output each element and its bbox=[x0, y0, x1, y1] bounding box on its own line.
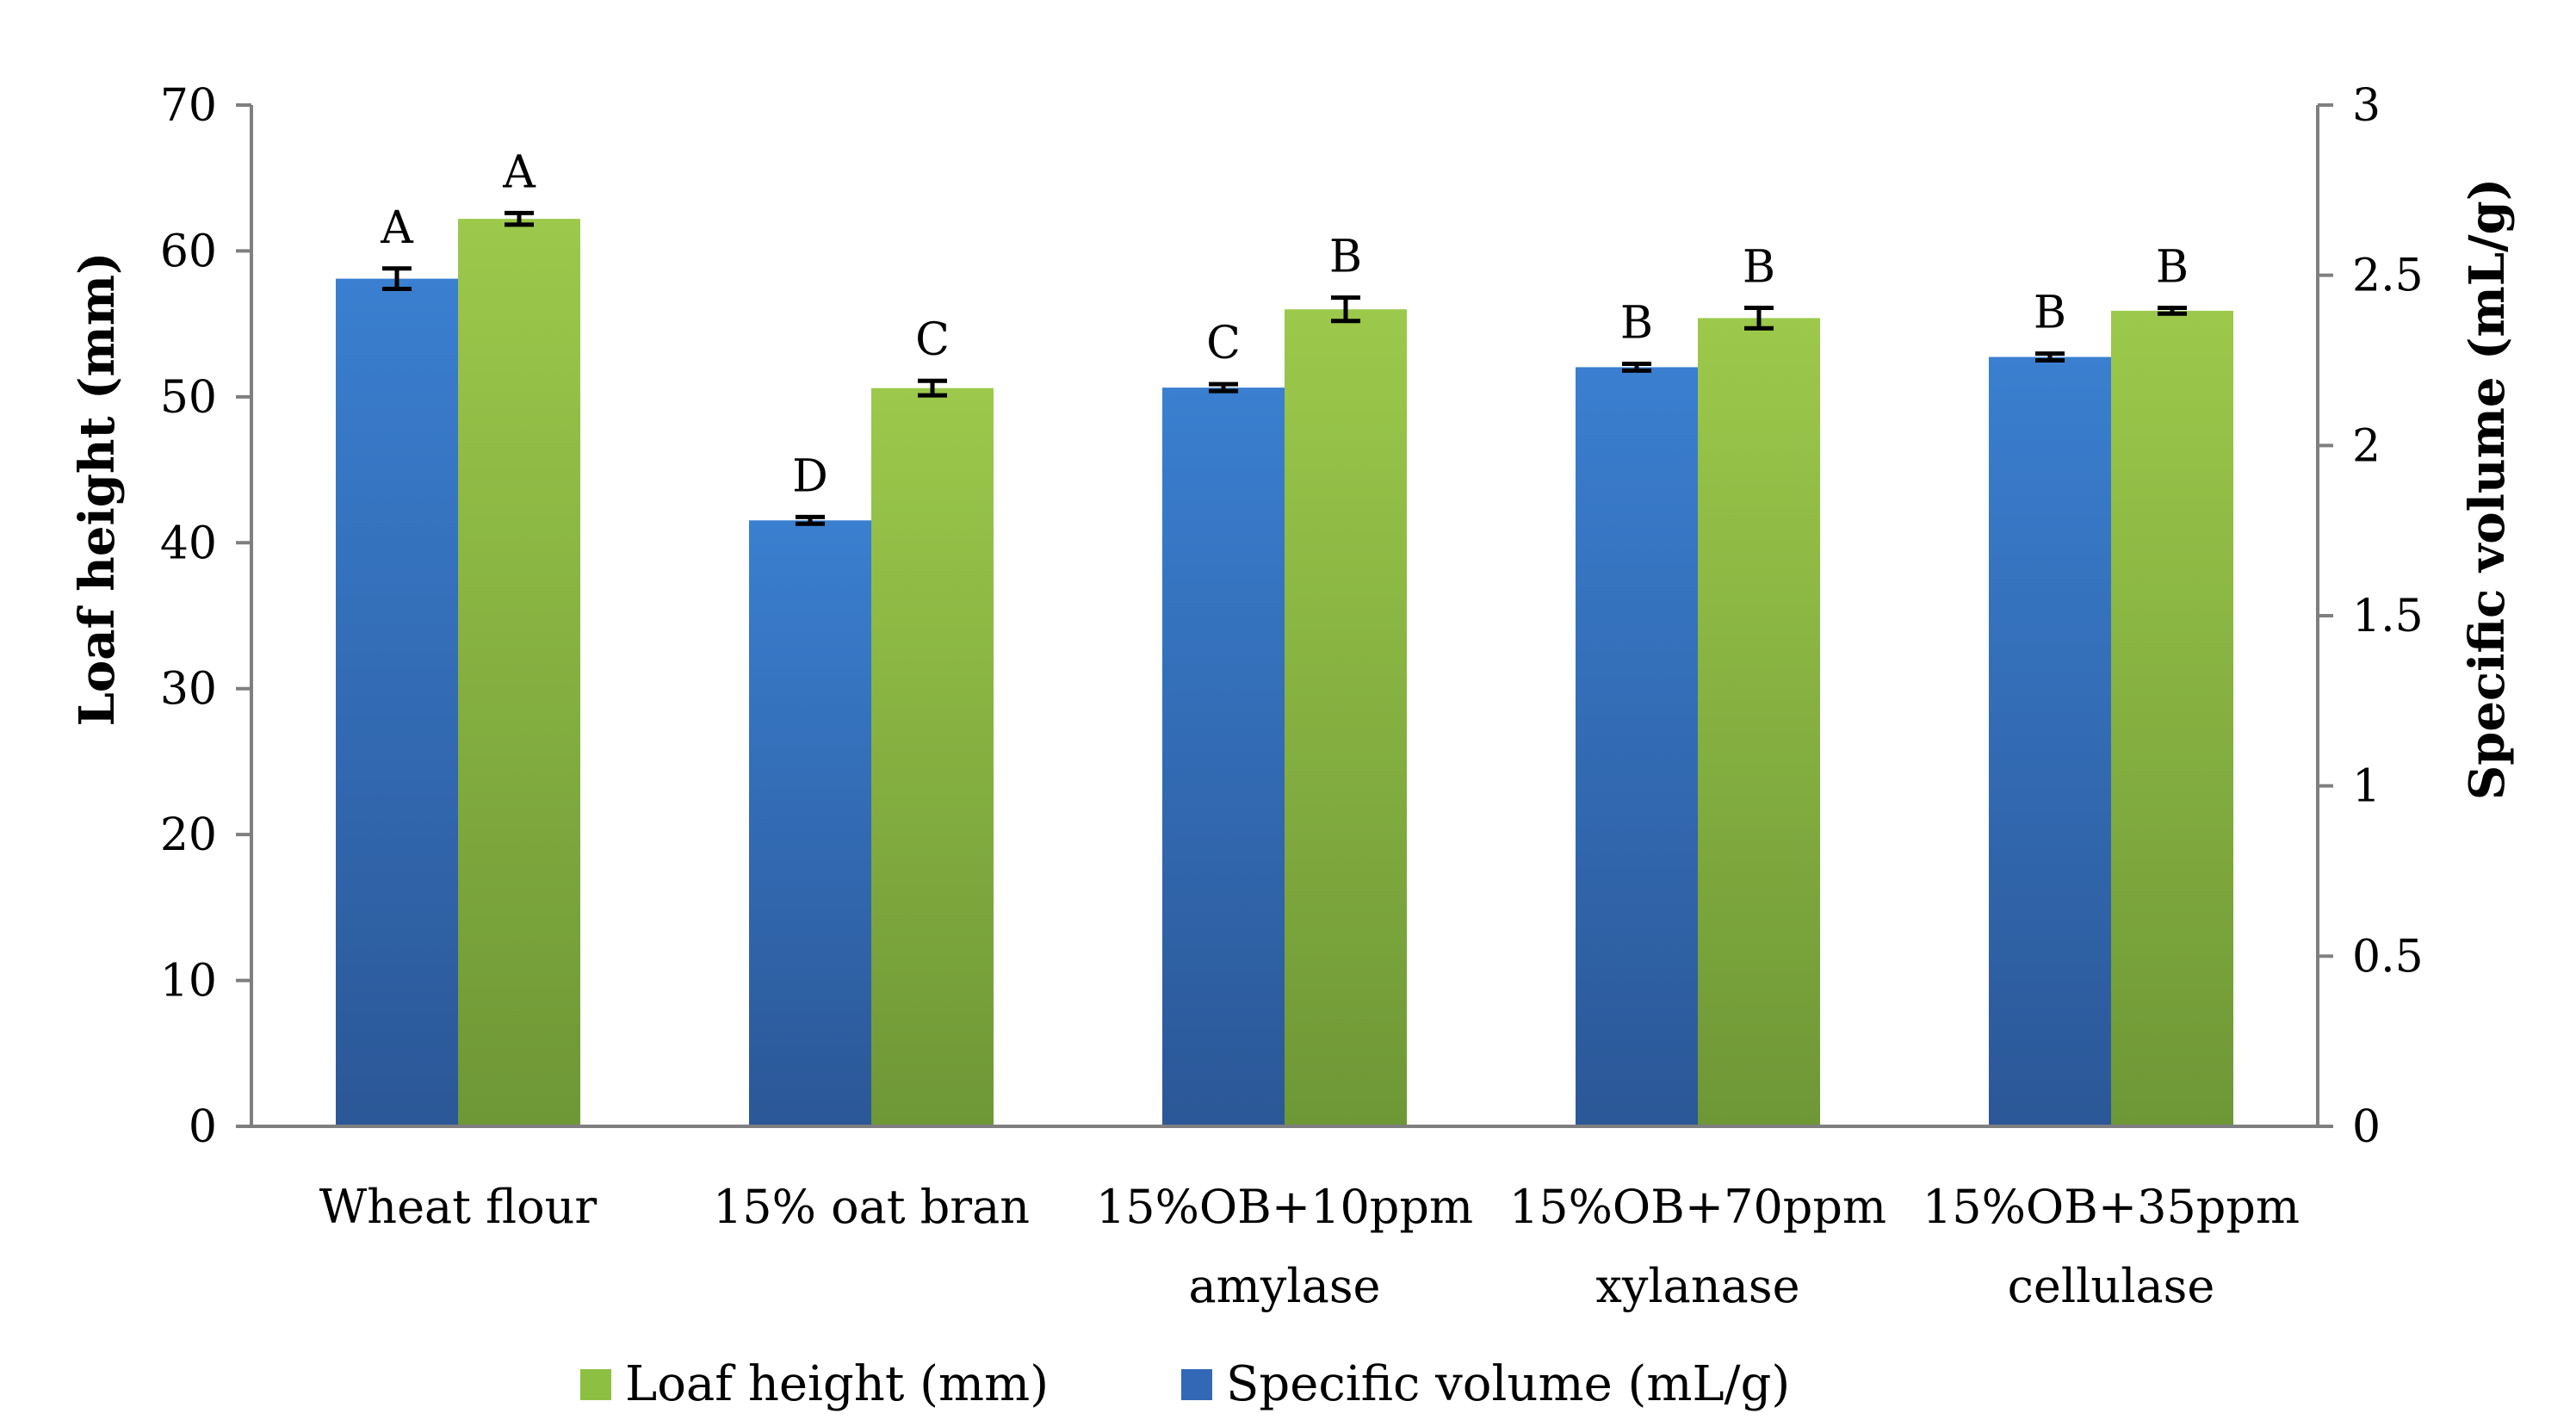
category-label-2-line-0: 15%OB+10ppm bbox=[1096, 1180, 1473, 1234]
y2-tick-label-2: 2 bbox=[2352, 420, 2381, 472]
significance-label-specific-volume-ml-g-3: B bbox=[1620, 297, 1653, 349]
significance-label-loaf-height-mm-4: B bbox=[2156, 242, 2189, 294]
significance-label-specific-volume-ml-g-2: C bbox=[1206, 318, 1241, 369]
category-label-1-line-0: 15% oat bran bbox=[713, 1180, 1030, 1234]
legend: Loaf height (mm) Specific volume (mL/g) bbox=[580, 1356, 1790, 1412]
y2-tick-label-3: 3 bbox=[2352, 80, 2381, 132]
bar-specific-volume-ml-g-3 bbox=[1576, 367, 1698, 1126]
category-labels-layer: Wheat flour 15% oat bran 15%OB+10ppm amylas… bbox=[319, 1180, 2300, 1313]
significance-label-specific-volume-ml-g-1: D bbox=[792, 450, 828, 502]
y2-tick-label-0: 0 bbox=[2352, 1101, 2381, 1153]
significance-label-loaf-height-mm-0: A bbox=[502, 146, 536, 198]
y-tick-label-10: 10 bbox=[160, 956, 217, 1008]
y-tick-label-50: 50 bbox=[160, 372, 217, 424]
category-label-4-line-1: cellulase bbox=[2008, 1259, 2215, 1313]
significance-label-specific-volume-ml-g-4: B bbox=[2034, 288, 2066, 339]
bar-specific-volume-ml-g-2 bbox=[1162, 388, 1285, 1126]
bars-layer bbox=[336, 219, 2233, 1127]
category-label-3-line-0: 15%OB+70ppm bbox=[1509, 1180, 1886, 1234]
y-tick-label-60: 60 bbox=[160, 226, 217, 277]
y2-tick-label-1-5: 1.5 bbox=[2352, 591, 2424, 642]
legend-swatch-specific-volume bbox=[1181, 1369, 1212, 1400]
y2-tick-label-2-5: 2.5 bbox=[2352, 251, 2424, 302]
y-tick-label-30: 30 bbox=[160, 664, 217, 716]
legend-label-specific-volume: Specific volume (mL/g) bbox=[1226, 1356, 1790, 1412]
y-axis-title: Loaf height (mm) bbox=[69, 252, 126, 727]
significance-label-loaf-height-mm-2: B bbox=[1329, 232, 1362, 283]
y2-tick-label-0-5: 0.5 bbox=[2352, 931, 2424, 983]
y2-tick-label-1: 1 bbox=[2352, 761, 2381, 813]
y-tick-label-20: 20 bbox=[160, 809, 217, 861]
axis-titles-layer: Loaf height (mm) Specific volume (mL/g) bbox=[69, 178, 2516, 800]
legend-swatch-loaf-height bbox=[580, 1369, 611, 1400]
bar-loaf-height-mm-4 bbox=[2111, 310, 2233, 1126]
bar-specific-volume-ml-g-1 bbox=[749, 520, 871, 1126]
error-bars-layer bbox=[382, 210, 2187, 526]
y-tick-label-70: 70 bbox=[160, 80, 217, 132]
bar-specific-volume-ml-g-0 bbox=[336, 278, 458, 1126]
tick-labels-layer: 0 10 20 30 40 50 60 70 0 0.5 1 1.5 2 2.5 3 bbox=[160, 80, 2424, 1153]
bar-loaf-height-mm-0 bbox=[458, 219, 580, 1126]
y-tick-label-40: 40 bbox=[160, 518, 217, 569]
y-tick-label-0: 0 bbox=[189, 1101, 217, 1153]
category-label-3-line-1: xylanase bbox=[1595, 1259, 1799, 1313]
category-label-4-line-0: 15%OB+35ppm bbox=[1923, 1180, 2300, 1234]
significance-label-specific-volume-ml-g-0: A bbox=[380, 202, 414, 254]
significance-labels-layer: A D C B B A C B B B bbox=[380, 146, 2189, 502]
y2-axis-title: Specific volume (mL/g) bbox=[2459, 178, 2516, 800]
significance-label-loaf-height-mm-3: B bbox=[1743, 242, 1775, 294]
bar-loaf-height-mm-2 bbox=[1285, 309, 1407, 1126]
category-label-2-line-1: amylase bbox=[1188, 1259, 1380, 1313]
legend-label-loaf-height: Loaf height (mm) bbox=[625, 1356, 1049, 1412]
bar-specific-volume-ml-g-4 bbox=[1989, 356, 2111, 1127]
category-label-0-line-0: Wheat flour bbox=[319, 1180, 598, 1234]
axes-layer bbox=[236, 103, 2333, 1128]
bar-loaf-height-mm-1 bbox=[871, 388, 994, 1127]
significance-label-loaf-height-mm-1: C bbox=[915, 314, 950, 366]
bar-loaf-height-mm-3 bbox=[1698, 318, 1820, 1126]
